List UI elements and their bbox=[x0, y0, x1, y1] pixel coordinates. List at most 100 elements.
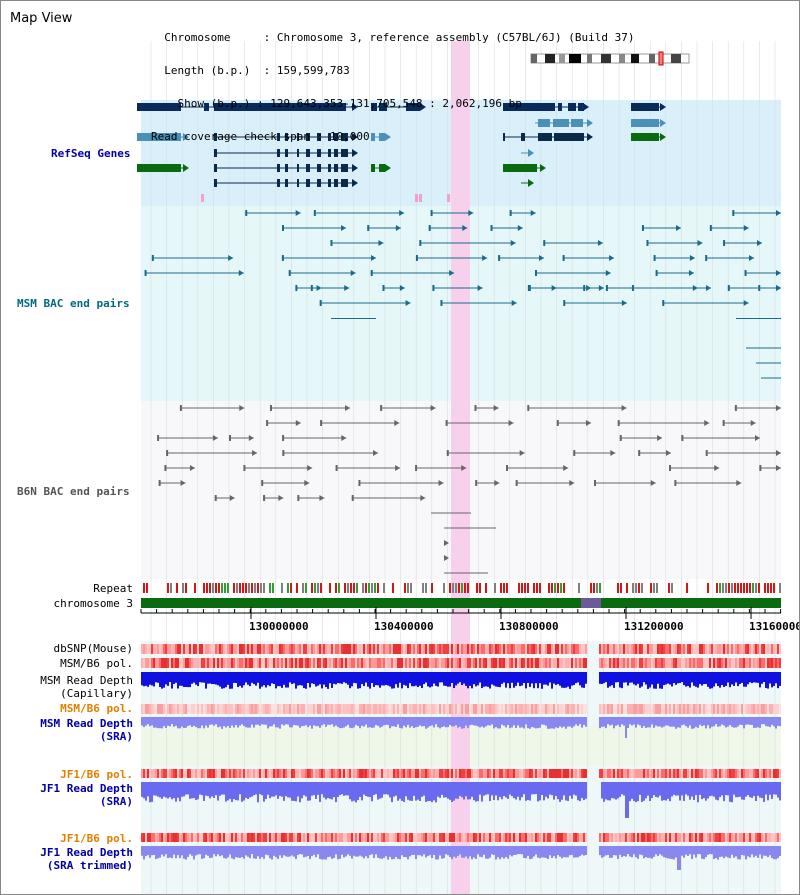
depth-bar bbox=[233, 846, 235, 860]
heat-cell bbox=[617, 704, 619, 714]
heat-cell bbox=[663, 833, 665, 842]
heat-cell bbox=[683, 644, 685, 654]
heat-cell bbox=[673, 704, 675, 714]
heat-cell bbox=[201, 658, 203, 668]
heat-cell bbox=[677, 833, 679, 842]
depth-bar bbox=[213, 717, 215, 726]
repeat-mark bbox=[410, 583, 412, 593]
heat-cell bbox=[581, 769, 583, 778]
bac-end bbox=[430, 210, 433, 216]
heat-cell bbox=[151, 644, 153, 654]
depth-bar bbox=[457, 782, 459, 799]
heat-cell bbox=[363, 704, 365, 714]
depth-bar bbox=[661, 717, 663, 728]
heat-cell bbox=[347, 833, 349, 842]
depth-bar bbox=[609, 717, 611, 726]
depth-bar bbox=[661, 782, 663, 801]
heat-cell bbox=[339, 769, 341, 778]
heat-cell bbox=[373, 769, 375, 778]
depth-bar bbox=[335, 782, 337, 803]
depth-bar bbox=[261, 717, 263, 725]
gene-arrow bbox=[660, 133, 666, 141]
heat-cell bbox=[177, 704, 179, 714]
depth-bar bbox=[697, 782, 699, 803]
bac-end bbox=[674, 480, 677, 486]
depth-bar bbox=[459, 782, 461, 796]
depth-bar bbox=[509, 846, 511, 856]
depth-bar bbox=[185, 782, 187, 795]
depth-bar bbox=[425, 717, 427, 729]
depth-bar bbox=[531, 782, 533, 795]
heat-cell bbox=[197, 833, 199, 842]
depth-bar bbox=[491, 717, 493, 725]
track-label-refseq[interactable]: RefSeq Genes bbox=[51, 147, 131, 160]
heat-cell bbox=[559, 658, 561, 668]
heat-cell bbox=[145, 704, 147, 714]
depth-bar bbox=[609, 672, 611, 687]
repeat-mark bbox=[464, 583, 466, 593]
heat-cell bbox=[261, 769, 263, 778]
depth-bar bbox=[507, 846, 509, 859]
depth-bar bbox=[565, 672, 567, 688]
depth-bar bbox=[671, 846, 673, 860]
depth-bar bbox=[315, 782, 317, 800]
heat-cell bbox=[549, 658, 551, 668]
heat-cell bbox=[441, 644, 443, 654]
depth-bar bbox=[277, 672, 279, 687]
depth-bar bbox=[645, 672, 647, 685]
depth-bar bbox=[369, 846, 371, 855]
repeat-mark bbox=[224, 583, 226, 593]
depth-bar bbox=[211, 846, 213, 858]
heat-cell bbox=[375, 769, 377, 778]
depth-bar bbox=[477, 717, 479, 727]
depth-bar bbox=[703, 846, 705, 860]
track-label-b6n-bac[interactable]: B6N BAC end pairs bbox=[17, 485, 130, 498]
track-label-msm-bac[interactable]: MSM BAC end pairs bbox=[17, 297, 130, 310]
heat-cell bbox=[447, 644, 449, 654]
depth-bar bbox=[651, 717, 653, 725]
heat-cell bbox=[383, 644, 385, 654]
depth-bar bbox=[255, 672, 257, 686]
depth-bar bbox=[487, 672, 489, 687]
heat-cell bbox=[549, 704, 551, 714]
bac-end-arrow bbox=[743, 225, 749, 231]
repeat-mark bbox=[452, 583, 454, 593]
repeat-mark bbox=[548, 583, 550, 593]
gene-exon bbox=[277, 179, 280, 187]
depth-bar bbox=[411, 672, 413, 687]
bac-end-arrow bbox=[621, 300, 627, 306]
depth-bar bbox=[259, 846, 261, 859]
heat-cell bbox=[313, 833, 315, 842]
chromosome-key: Chromosome bbox=[164, 31, 231, 44]
heat-cell bbox=[161, 658, 163, 668]
heat-cell bbox=[731, 769, 733, 778]
heat-cell bbox=[645, 658, 647, 668]
depth-bar bbox=[433, 672, 435, 684]
heat-cell bbox=[669, 833, 671, 842]
depth-bar bbox=[715, 672, 717, 684]
heat-cell bbox=[741, 769, 743, 778]
depth-bar bbox=[267, 717, 269, 729]
depth-bar bbox=[201, 846, 203, 859]
depth-bar bbox=[281, 846, 283, 858]
depth-bar bbox=[549, 672, 551, 683]
depth-bar bbox=[709, 717, 711, 729]
repeat-mark bbox=[383, 583, 385, 593]
depth-bar bbox=[703, 717, 705, 726]
heat-cell bbox=[529, 833, 531, 842]
depth-bar bbox=[641, 782, 643, 802]
heat-cell bbox=[727, 833, 729, 842]
heat-cell bbox=[359, 658, 361, 668]
depth-bar bbox=[733, 782, 735, 795]
heat-cell bbox=[753, 658, 755, 668]
depth-bar bbox=[605, 717, 607, 729]
depth-bar bbox=[759, 717, 761, 728]
heat-cell bbox=[607, 833, 609, 842]
depth-bar bbox=[521, 717, 523, 728]
depth-bar bbox=[219, 846, 221, 857]
heat-cell bbox=[561, 644, 563, 654]
depth-bar bbox=[639, 717, 641, 726]
depth-bar bbox=[345, 846, 347, 857]
